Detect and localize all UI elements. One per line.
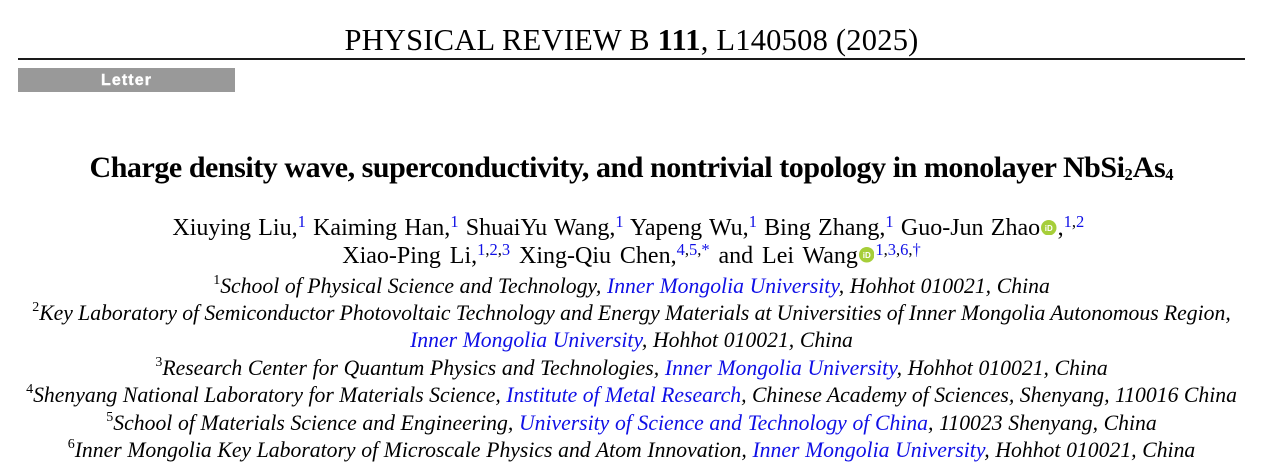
svg-text:iD: iD [1045,223,1053,232]
svg-text:iD: iD [863,251,871,260]
